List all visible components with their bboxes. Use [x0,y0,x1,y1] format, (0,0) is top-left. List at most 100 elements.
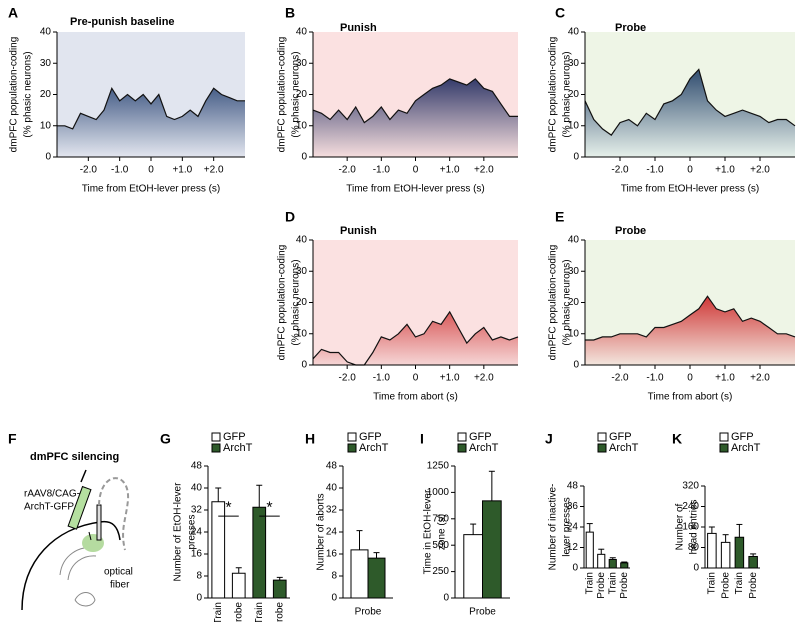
y-tick-label: 160 [682,522,699,533]
bar [367,557,386,599]
y-axis-label: (% phasic neurons) [562,51,573,137]
y-tick-label: 0 [331,593,337,604]
x-tick-label: -2.0 [611,165,629,176]
y-tick-label: 20 [568,297,580,308]
x-tick-label: +1.0 [715,373,735,384]
bar [585,531,594,569]
legend-label: GFP [223,431,246,443]
y-axis-label: dmPFC population-coding [9,37,20,153]
legend-label: ArchT [359,442,389,454]
panel-letter: B [285,5,295,21]
y-tick-label: 80 [688,542,700,553]
y-tick-label: 36 [567,501,579,512]
line [312,78,518,124]
legend-swatch [719,443,729,453]
x-tick-label: Train [707,572,718,594]
x-tick-label: Train [213,602,224,622]
x-tick-label: Train [607,572,618,594]
panel: -2.0 -1.0 0 +1.0 +2.0 Time from abort (s) Puni… [277,209,519,403]
x-tick-label: Probe [355,607,382,618]
y-tick-label: 30 [568,58,580,69]
x-tick-label: Train [584,572,595,594]
panel-title: Probe [615,225,646,237]
y-tick-label: 48 [191,461,203,472]
y-tick-label: 24 [326,527,338,538]
virus-label: rAAV8/CAG- [24,489,80,500]
x-tick-label: Probe [720,572,731,599]
x-axis-label: Time from abort (s) [648,392,733,403]
legend-swatch [597,432,607,442]
x-tick-label: -1.0 [646,373,664,384]
legend-label: GFP [469,431,492,443]
y-tick-label: 10 [296,328,308,339]
fiber-label: fiber [110,580,130,591]
x-tick-label: -2.0 [339,165,357,176]
panel: Train Probe Train ProbeGFPArchT080160240320… [672,431,761,599]
area [313,78,518,157]
y-axis-label: (% phasic neurons) [23,51,34,137]
bar [608,558,617,569]
brain-structure [59,546,97,581]
x-axis-label: Time from EtOH-lever press (s) [621,184,760,195]
y-tick-label: 16 [326,549,338,560]
x-tick-label: 0 [413,165,419,176]
bar [707,532,717,569]
x-tick-label: Train [254,602,265,622]
y-tick-label: 48 [326,461,338,472]
panel-title: Punish [340,22,377,34]
panel: -2.0 -1.0 0 +1.0 +2.0 Time from EtOH-lever pr… [8,5,245,195]
y-tick-label: 32 [191,505,203,516]
y-tick-label: 10 [568,328,580,339]
line [312,310,519,366]
x-axis-label: Time from EtOH-lever press (s) [346,184,485,195]
area [57,88,245,157]
y-tick-label: 0 [693,563,699,574]
y-tick-label: 24 [191,527,203,538]
y-tick-label: 40 [568,235,580,246]
x-tick-label: +1.0 [440,165,460,176]
x-tick-label: +2.0 [474,373,494,384]
legend-swatch [457,443,467,453]
legend-swatch [347,443,357,453]
legend-label: GFP [359,431,382,443]
area [585,296,795,365]
y-tick-label: 20 [40,89,52,100]
x-tick-label: -2.0 [339,373,357,384]
x-tick-label: Probe [274,602,285,622]
panel-letter: E [555,209,564,225]
syringe-needle [88,531,92,541]
x-tick-label: 0 [148,165,154,176]
y-axis-label: Number of inactive- [548,484,559,571]
y-tick-label: 20 [296,297,308,308]
y-tick-label: 12 [567,542,579,553]
x-tick-label: -1.0 [111,165,129,176]
line [585,295,796,341]
y-axis-label: (% phasic neurons) [291,259,302,345]
y-tick-label: 30 [296,58,308,69]
y-tick-label: 40 [191,483,203,494]
significance-label: * [266,499,272,516]
y-tick-label: 500 [432,540,449,551]
y-tick-label: 0 [443,593,449,604]
panel-letter: A [8,5,18,21]
y-tick-label: 40 [40,27,52,38]
syringe [67,485,92,530]
x-axis-label: Time from EtOH-lever press (s) [82,184,221,195]
y-axis-label: Number of [675,503,686,550]
x-tick-label: -1.0 [646,165,664,176]
bar [620,562,629,569]
x-tick-label: 0 [687,373,693,384]
panel-letter: J [545,431,553,447]
y-tick-label: 30 [296,266,308,277]
panel-title: Probe [615,22,646,34]
bar [734,536,745,569]
panel: -2.0 -1.0 0 +1.0 +2.0 Time from EtOH-lever pr… [277,5,518,195]
y-axis-label: lever presses [562,497,573,556]
x-tick-label: -2.0 [80,165,98,176]
bar [252,506,267,599]
panel-letter: I [420,431,424,447]
brain-structure [74,592,96,607]
y-tick-label: 0 [301,152,307,163]
legend-label: ArchT [731,442,761,454]
